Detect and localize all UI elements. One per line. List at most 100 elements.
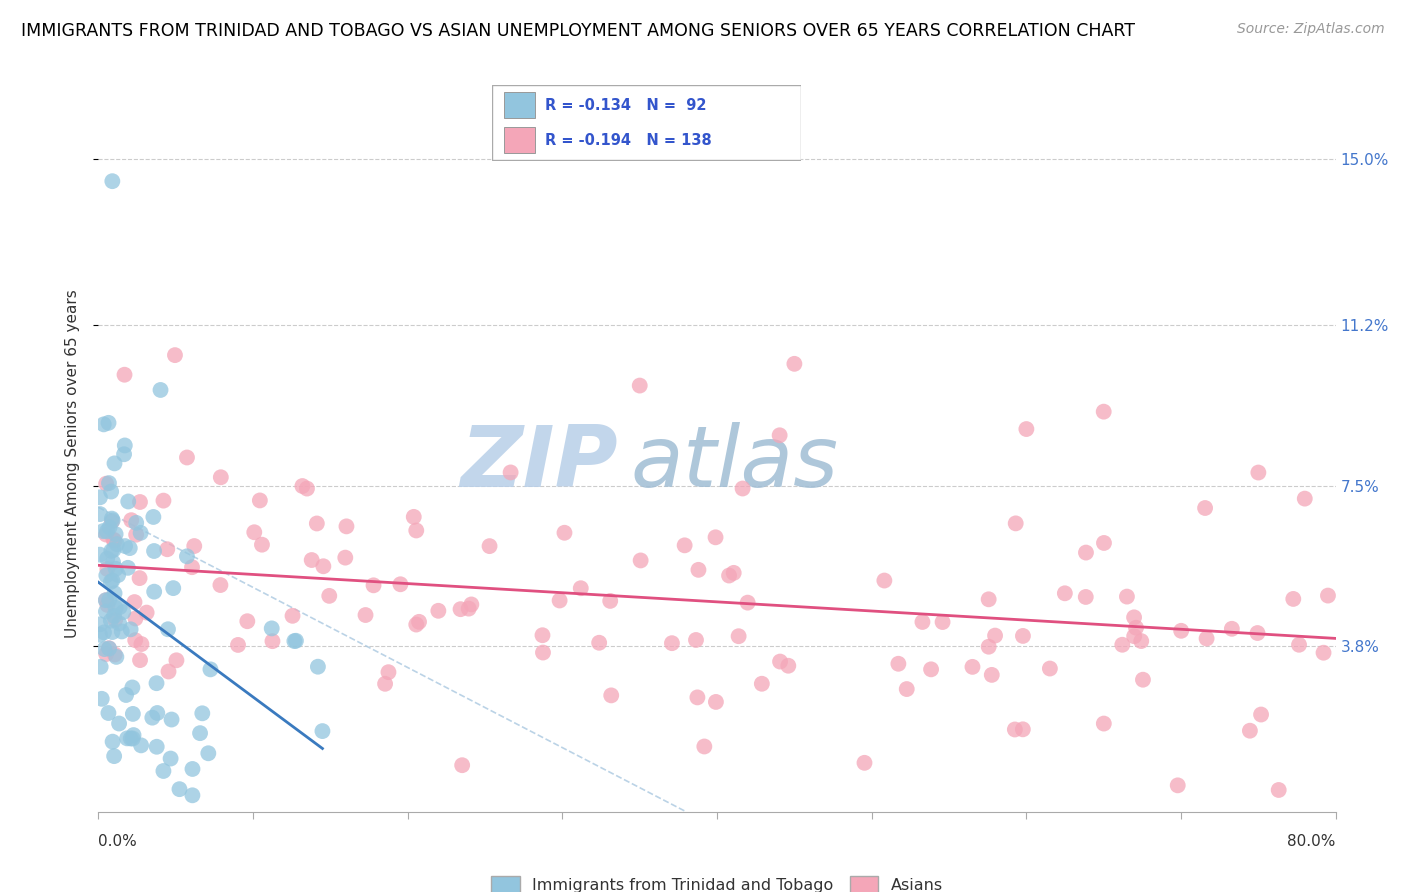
Point [1194,501,1216,516]
Point [1170,624,1192,638]
Point [1012,629,1035,643]
Point [405,524,427,538]
Point [1116,590,1139,604]
Point [141,711,163,725]
Point [90,691,112,706]
Point [149,383,172,397]
Point [183,539,205,553]
Point [111,624,134,639]
Text: R = -0.194   N = 138: R = -0.194 N = 138 [544,133,711,147]
Point [1004,723,1026,737]
Legend: Immigrants from Trinidad and Tobago, Asians: Immigrants from Trinidad and Tobago, Asi… [491,876,943,892]
Point [114,438,136,452]
Point [197,746,219,760]
Point [307,659,329,673]
Point [131,637,153,651]
Point [209,578,232,592]
Point [1125,621,1147,635]
Point [96,476,118,491]
Point [93,417,115,432]
Point [143,544,166,558]
Point [120,513,142,527]
Point [122,706,145,721]
Point [200,662,222,676]
Point [243,525,266,540]
Point [887,657,910,671]
Point [751,677,773,691]
Point [163,348,186,362]
Point [129,653,152,667]
Point [112,447,135,461]
Point [569,581,592,595]
Point [90,660,112,674]
Point [600,689,623,703]
Point [783,357,806,371]
Point [450,602,472,616]
Point [101,625,124,640]
Point [94,593,117,607]
Point [460,598,482,612]
Point [176,450,198,465]
Point [98,476,121,491]
FancyBboxPatch shape [492,86,801,160]
Point [977,640,1000,654]
Point [673,538,696,552]
Point [769,428,792,442]
Point [1074,545,1097,559]
Point [100,543,122,558]
Point [1250,707,1272,722]
Point [1092,536,1115,550]
Point [1123,610,1146,624]
Point [377,665,399,680]
Point [354,607,377,622]
Point [115,688,138,702]
Point [628,378,651,392]
Point [630,553,652,567]
Point [108,616,131,631]
Point [718,568,741,582]
Point [117,561,139,575]
Point [96,593,118,607]
Point [1132,673,1154,687]
Point [478,539,501,553]
Point [96,562,118,576]
Point [1111,638,1133,652]
Point [96,598,118,612]
Point [731,482,754,496]
Point [661,636,683,650]
Point [100,574,122,589]
Point [260,621,283,635]
Point [100,484,122,499]
Point [295,482,318,496]
Point [873,574,896,588]
Point [723,566,745,580]
Point [281,608,304,623]
Point [125,516,148,530]
Point [96,527,118,541]
Point [778,658,800,673]
Point [685,632,707,647]
Point [1317,589,1340,603]
Point [686,690,709,705]
Point [101,515,124,529]
Point [427,604,450,618]
Point [236,614,259,628]
Point [97,641,120,656]
Text: ZIP: ZIP [460,422,619,506]
Point [984,629,1007,643]
Text: 0.0%: 0.0% [98,834,138,849]
Point [108,716,131,731]
Point [896,681,918,696]
Point [374,677,396,691]
Point [176,549,198,564]
Point [104,562,127,576]
Point [599,594,621,608]
Point [100,614,122,628]
Point [1015,422,1038,436]
Point [1247,466,1270,480]
Point [93,625,115,640]
Point [283,634,305,648]
Point [159,751,181,765]
Point [124,595,146,609]
Point [402,509,425,524]
